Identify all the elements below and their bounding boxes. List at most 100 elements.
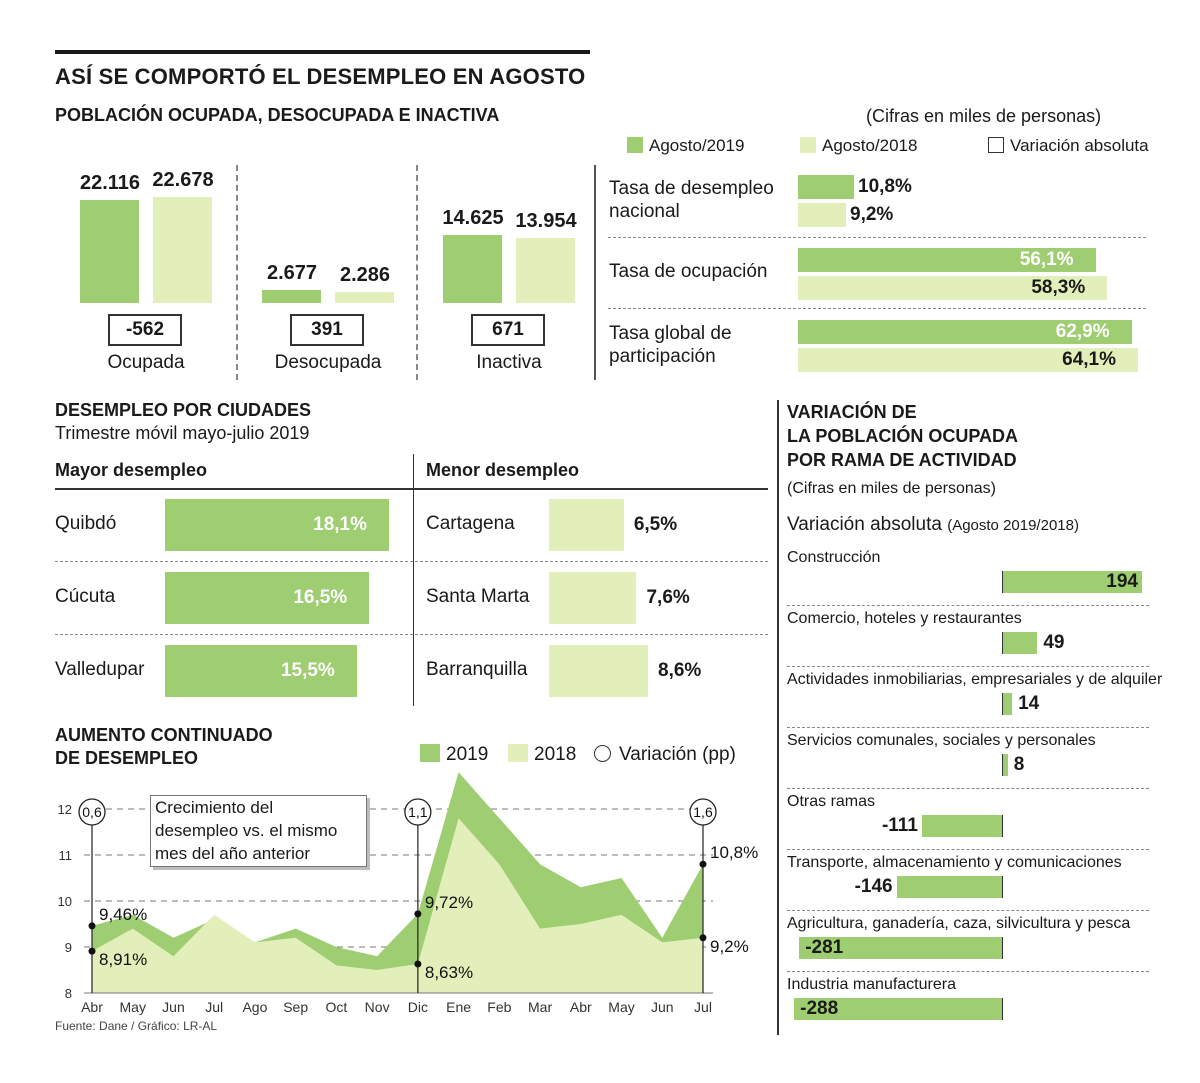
sector-bar bbox=[1002, 754, 1008, 776]
city-bar bbox=[165, 572, 370, 624]
city-value: 6,5% bbox=[633, 514, 678, 535]
rate-name-line: Tasa de desempleo bbox=[609, 178, 774, 199]
x-tick-label: May bbox=[608, 999, 634, 1015]
x-tick-label: Ene bbox=[446, 999, 471, 1015]
trend-note-line: Crecimiento del bbox=[155, 798, 274, 817]
bar-2019-label: 22.116 bbox=[79, 171, 141, 194]
bar-2018 bbox=[516, 237, 575, 303]
trend-note-line: desempleo vs. el mismo bbox=[155, 821, 338, 840]
trend-title-line: AUMENTO CONTINUADO bbox=[55, 725, 273, 745]
y-tick-label: 9 bbox=[65, 940, 72, 955]
cities-subtitle: Trimestre móvil mayo-julio 2019 bbox=[55, 423, 310, 443]
data-point bbox=[699, 934, 707, 942]
group-label: Desocupada bbox=[274, 352, 382, 373]
rate-name-line: participación bbox=[609, 346, 716, 367]
divider bbox=[236, 165, 238, 380]
city-value: 18,1% bbox=[313, 514, 367, 535]
x-tick-label: Jul bbox=[205, 999, 223, 1015]
sector-separator bbox=[787, 666, 1149, 667]
rate-name-line: Tasa global de bbox=[609, 323, 732, 344]
bar-2019-label: 2.677 bbox=[266, 262, 318, 285]
zero-axis bbox=[1002, 937, 1003, 959]
rate-value-2019: 56,1% bbox=[1019, 249, 1074, 270]
marker-circle bbox=[689, 798, 717, 826]
variation-box: -562 bbox=[108, 314, 182, 346]
city-separator bbox=[55, 634, 413, 635]
rate-bar-2019 bbox=[798, 320, 1132, 344]
sector-separator bbox=[787, 849, 1149, 850]
city-name: Quibdó bbox=[55, 513, 117, 534]
sector-value: 194 bbox=[1106, 571, 1138, 592]
rate-value-2018: 58,3% bbox=[1031, 277, 1086, 298]
rate-value-2019: 62,9% bbox=[1055, 321, 1110, 342]
data-label: 10,8% bbox=[710, 843, 758, 862]
trend-legend-2019: 2019 bbox=[420, 744, 488, 766]
sector-bar bbox=[921, 815, 1002, 837]
bar-2018 bbox=[335, 292, 394, 303]
cities-divider bbox=[413, 454, 414, 706]
sectors-divider bbox=[777, 400, 779, 1035]
zero-axis bbox=[1002, 693, 1003, 715]
rate-value-2018: 64,1% bbox=[1062, 349, 1116, 370]
zero-axis bbox=[1002, 815, 1003, 837]
marker-label: 1,6 bbox=[693, 804, 713, 820]
zero-axis bbox=[1002, 754, 1003, 776]
city-value: 16,5% bbox=[293, 587, 348, 608]
sector-name: Otras ramas bbox=[787, 793, 876, 810]
rate-name-line: nacional bbox=[609, 201, 680, 222]
trend-note-line: mes del año anterior bbox=[155, 844, 310, 863]
higher-title: Mayor desempleo bbox=[55, 460, 208, 480]
city-name: Valledupar bbox=[55, 659, 145, 680]
variation-box: 671 bbox=[471, 314, 545, 346]
top-rule bbox=[55, 50, 590, 54]
city-value: 15,5% bbox=[280, 660, 335, 681]
sector-value: 14 bbox=[1018, 693, 1040, 714]
sector-name: Industria manufacturera bbox=[787, 976, 956, 993]
rate-value-2019: 10,8% bbox=[858, 176, 912, 197]
rate-bar-2019 bbox=[798, 175, 854, 199]
rate-bar-2018 bbox=[798, 276, 1108, 300]
zero-axis bbox=[1002, 571, 1003, 593]
sector-bar bbox=[799, 937, 1002, 959]
sector-value: 8 bbox=[1013, 754, 1025, 775]
x-tick-label: Jun bbox=[651, 999, 674, 1015]
bar-2018-label: 22.678 bbox=[152, 169, 214, 191]
legend-variation: Variación absoluta bbox=[988, 136, 1149, 156]
rate-value-2018: 9,2% bbox=[850, 204, 894, 225]
x-tick-label: Jul bbox=[694, 999, 712, 1015]
x-tick-label: Nov bbox=[365, 999, 390, 1015]
bar-2019 bbox=[80, 199, 139, 303]
rate-bar-2019 bbox=[798, 248, 1096, 272]
city-separator bbox=[415, 634, 768, 635]
x-tick-label: Ago bbox=[242, 999, 267, 1015]
bar-2019-label: 14.625 bbox=[442, 206, 504, 229]
sector-name: Comercio, hoteles y restaurantes bbox=[787, 610, 1022, 627]
sector-separator bbox=[787, 788, 1149, 789]
marker-circle bbox=[78, 798, 106, 826]
zero-axis bbox=[1002, 876, 1003, 898]
sector-bar bbox=[1002, 632, 1038, 654]
marker-circle bbox=[404, 798, 432, 826]
city-separator bbox=[415, 561, 768, 562]
sectors-title: VARIACIÓN DE LA POBLACIÓN OCUPADA POR RA… bbox=[787, 400, 1018, 472]
bar-2018-label: 2.286 bbox=[339, 264, 391, 287]
bar-2018-label: 13.954 bbox=[515, 209, 577, 232]
rate-separator bbox=[608, 308, 1146, 309]
x-tick-label: Oct bbox=[326, 999, 348, 1015]
city-bar bbox=[549, 499, 624, 551]
units-note: (Cifras en miles de personas) bbox=[866, 106, 1102, 126]
sectors-units: (Cifras en miles de personas) bbox=[787, 480, 996, 497]
source-note: Fuente: Dane / Gráfico: LR-AL bbox=[55, 1019, 218, 1033]
sector-separator bbox=[787, 971, 1149, 972]
page-title: ASÍ SE COMPORTÓ EL DESEMPLEO EN AGOSTO bbox=[55, 64, 586, 89]
city-bar bbox=[549, 572, 637, 624]
area-2018 bbox=[92, 818, 703, 993]
variation-box: 391 bbox=[290, 314, 364, 346]
data-point bbox=[88, 922, 96, 930]
sector-bar bbox=[896, 876, 1002, 898]
group-label: Ocupada bbox=[107, 352, 185, 373]
sector-name: Actividades inmobiliarias, empresariales… bbox=[787, 671, 1163, 688]
data-point bbox=[414, 960, 422, 968]
y-tick-label: 12 bbox=[58, 802, 72, 817]
trend-note: Crecimiento del desempleo vs. el mismo m… bbox=[150, 795, 367, 867]
